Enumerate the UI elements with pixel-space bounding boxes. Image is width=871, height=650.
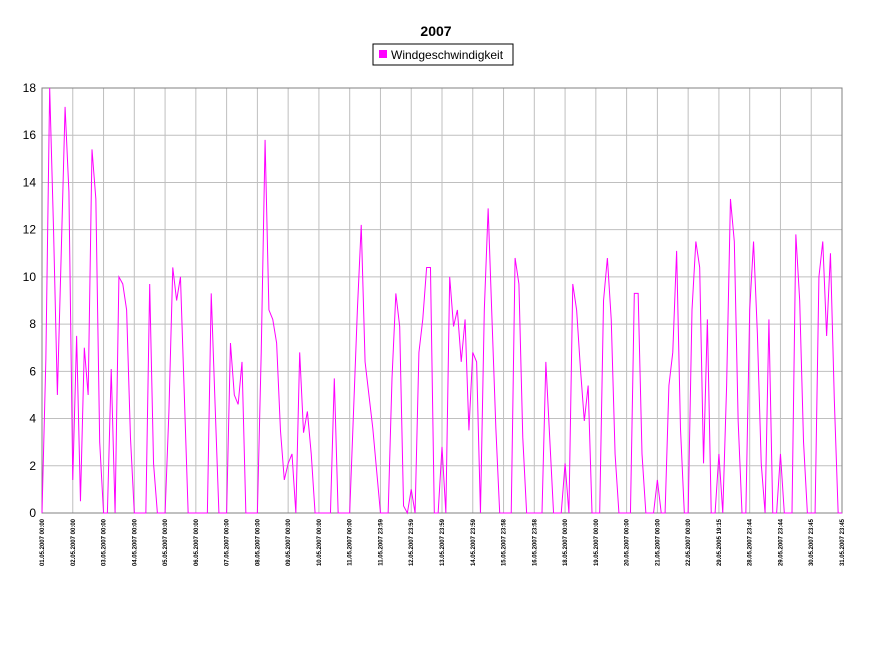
x-tick-label: 05.05.2007 00:00 [163, 518, 169, 566]
legend-swatch [379, 50, 387, 58]
y-tick-label: 16 [23, 128, 37, 142]
x-tick-label: 12.05.2007 23:59 [409, 518, 415, 566]
x-tick-label: 16.05.2007 23:58 [532, 518, 538, 566]
x-tick-label: 14.05.2007 23:59 [471, 518, 477, 566]
x-tick-label: 02.05.2007 00:00 [71, 518, 77, 566]
legend-box [372, 43, 514, 66]
x-tick-label: 21.05.2007 00:00 [655, 518, 661, 566]
plot-frame [41, 87, 843, 514]
x-tick-label: 04.05.2007 00:00 [132, 518, 138, 566]
y-tick-label: 0 [29, 506, 36, 520]
x-tick-label: 29.05.2007 23:44 [778, 518, 784, 566]
x-tick-label: 18.05.2007 00:00 [563, 518, 569, 566]
y-tick-label: 2 [29, 459, 36, 473]
x-tick-label: 10.05.2007 00:00 [317, 518, 323, 566]
x-tick-label: 01.05.2007 00:00 [40, 518, 46, 566]
legend-label: Windgeschwindigkeit [391, 48, 504, 62]
y-tick-label: 14 [23, 175, 37, 189]
x-tick-label: 30.05.2007 23:45 [809, 518, 815, 566]
y-tick-label: 10 [23, 270, 37, 284]
x-tick-label: 29.05.2005 19:15 [717, 518, 723, 566]
x-tick-label: 09.05.2007 00:00 [286, 518, 292, 566]
x-tick-label: 19.05.2007 00:00 [594, 518, 600, 566]
x-tick-label: 15.05.2007 23:58 [502, 518, 508, 566]
x-tick-label: 07.05.2007 00:00 [225, 518, 231, 566]
x-tick-label: 22.05.2007 00:00 [686, 518, 692, 566]
x-tick-label: 11.05.2007 23:59 [378, 518, 384, 565]
data-line [41, 87, 842, 515]
x-tick-label: 11.05.2007 00:00 [348, 518, 354, 565]
x-tick-label: 03.05.2007 00:00 [102, 518, 108, 566]
y-tick-label: 18 [23, 81, 37, 95]
x-tick-label: 08.05.2007 00:00 [255, 518, 261, 566]
x-tick-label: 06.05.2007 00:00 [194, 518, 200, 566]
y-tick-label: 8 [29, 317, 36, 331]
y-tick-label: 12 [23, 223, 37, 237]
y-tick-label: 4 [29, 412, 36, 426]
y-tick-label: 6 [29, 364, 36, 378]
x-tick-label: 28.05.2007 23:44 [748, 518, 754, 566]
x-tick-label: 31.05.2007 23:45 [840, 518, 846, 566]
x-tick-label: 20.05.2007 00:00 [625, 518, 631, 566]
chart-title: 2007 [420, 23, 451, 39]
x-tick-label: 13.05.2007 23:59 [440, 518, 446, 566]
